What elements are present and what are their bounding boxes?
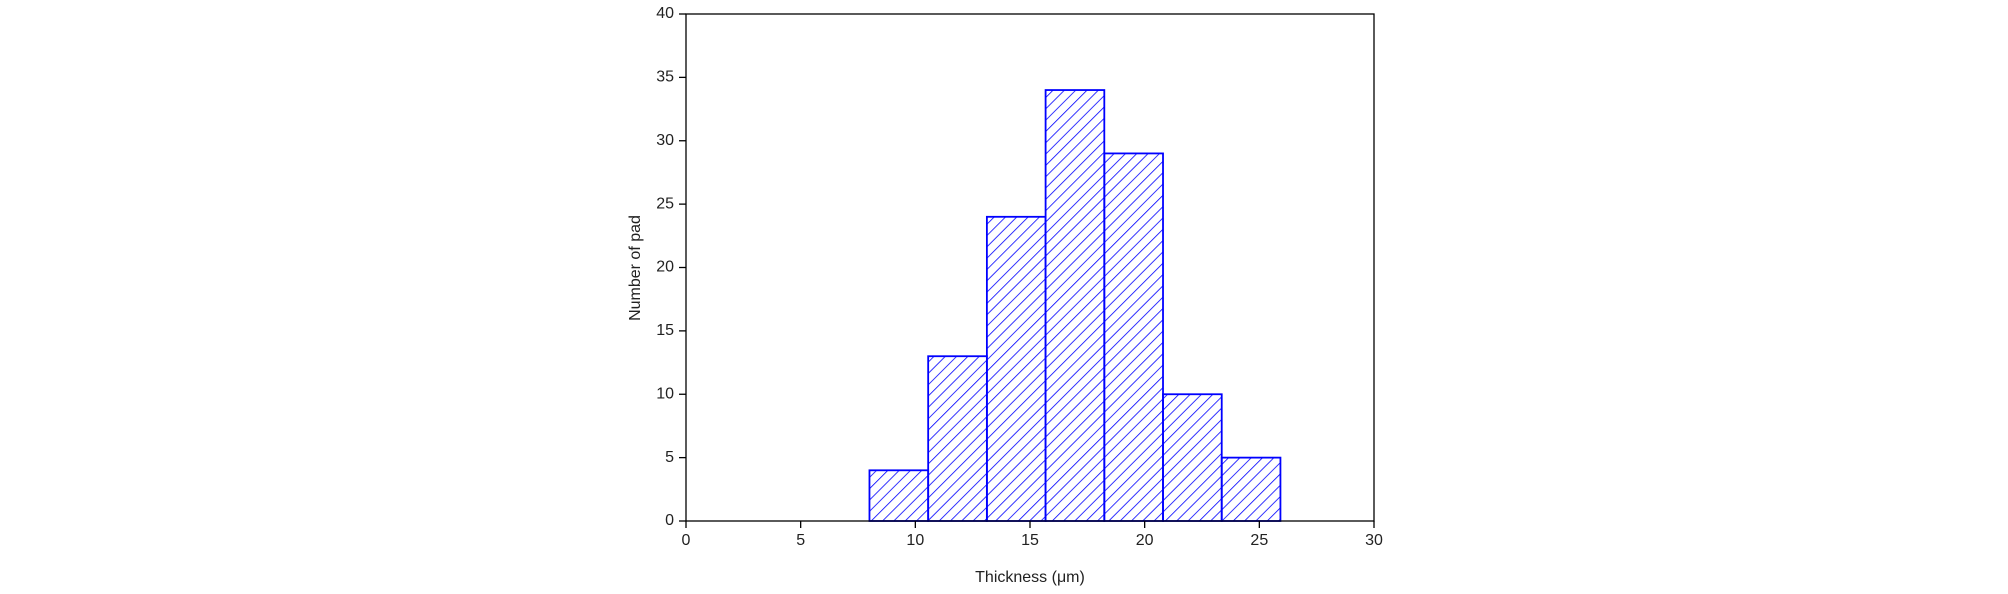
x-axis-label: Thickness (μm) (975, 569, 1085, 586)
bar (1103, 152, 1164, 522)
y-tick-label: 20 (656, 259, 674, 276)
y-tick-label: 0 (665, 512, 674, 529)
y-tick-label: 25 (656, 195, 674, 212)
bar (1044, 89, 1106, 522)
x-tick-label: 5 (796, 532, 805, 549)
y-tick-label: 35 (656, 69, 674, 86)
y-tick-label: 5 (665, 449, 674, 466)
y-tick-label: 40 (656, 5, 674, 22)
x-tick-label: 30 (1365, 532, 1383, 549)
y-tick-label: 30 (656, 132, 674, 149)
x-tick-label: 15 (1021, 532, 1039, 549)
bar (1220, 456, 1282, 522)
bar (927, 355, 988, 522)
y-tick-label: 10 (656, 385, 674, 402)
y-axis-label: Number of pad (627, 215, 644, 321)
bar (868, 469, 930, 522)
x-tick-label: 0 (682, 532, 691, 549)
plot-area (868, 89, 1282, 522)
bar (985, 215, 1047, 522)
bar (1162, 393, 1223, 522)
y-tick-label: 15 (656, 322, 674, 339)
x-tick-label: 25 (1250, 532, 1268, 549)
x-tick-label: 10 (906, 532, 924, 549)
x-tick-label: 20 (1136, 532, 1154, 549)
